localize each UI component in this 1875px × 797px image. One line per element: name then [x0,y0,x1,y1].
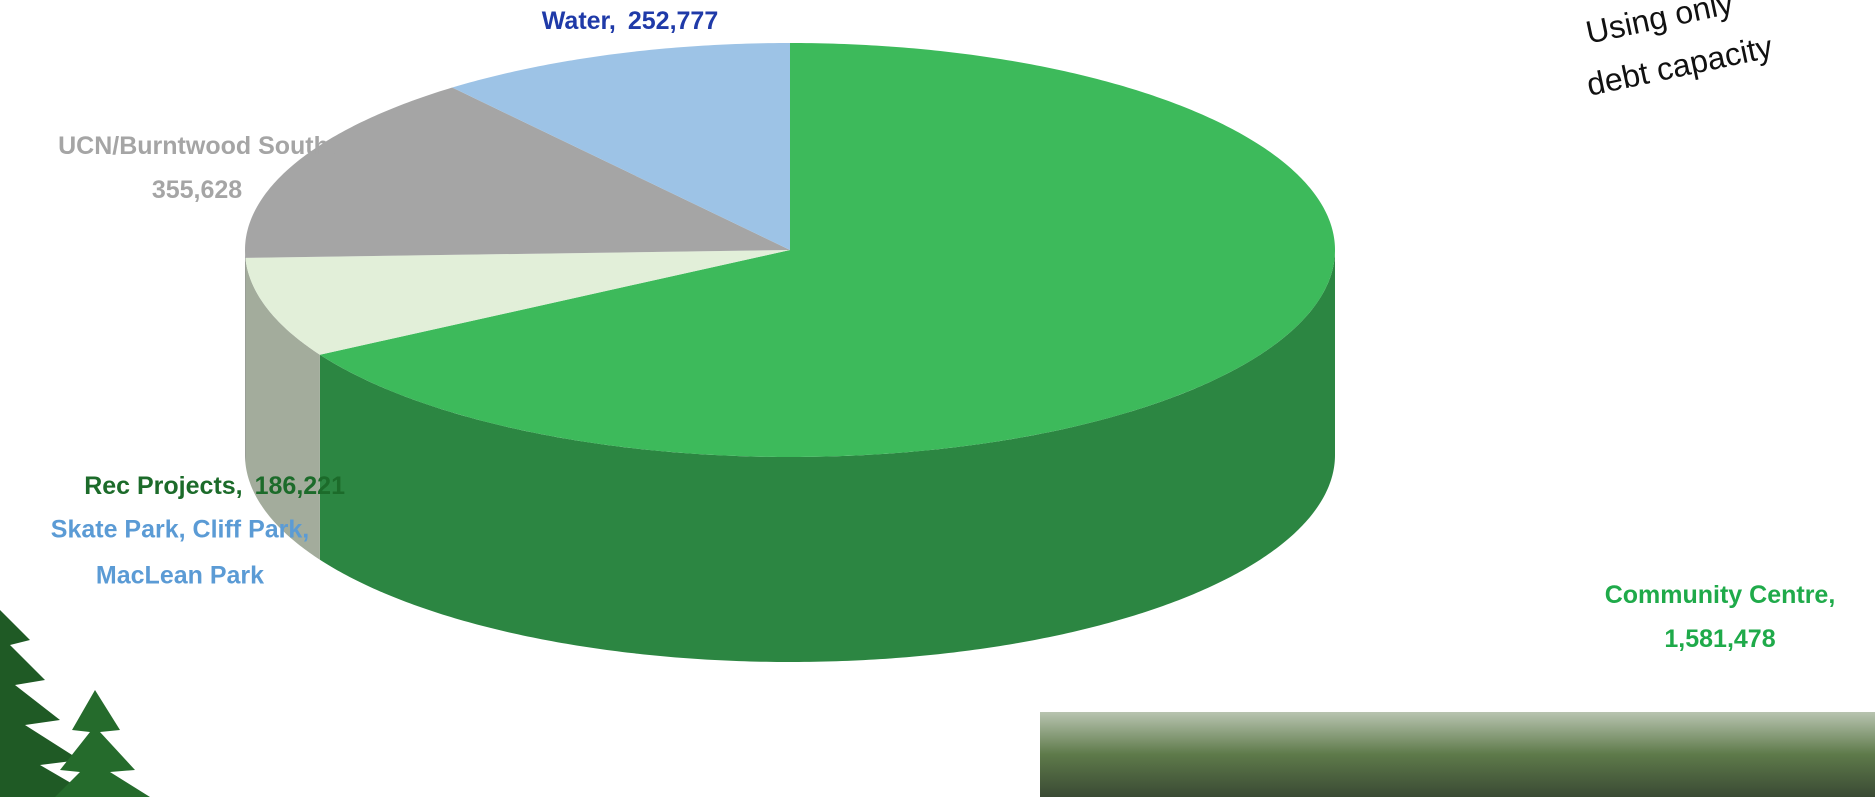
slice [452,43,790,250]
tree [0,610,95,797]
building-photo [1040,712,1875,797]
sublabel: MacLean Park [96,562,264,590]
slice-side [245,257,320,560]
data-label: Water, 252,777 [542,7,718,35]
sublabel: Skate Park, Cliff Park, [51,516,309,544]
decoration [0,610,1875,797]
slice [319,43,1335,457]
category-label: UCN/Burntwood South, [58,132,336,160]
slice [245,87,790,258]
tree [55,690,150,797]
value-label: 1,581,478 [1664,625,1775,653]
labels: Community Centre, 1,581,478 Rec Projects, 1… [51,0,1836,653]
value-label: 355,628 [152,176,242,204]
data-label: Community Centre, 1,581,478 [1605,581,1836,653]
value-label: 186,221 [255,472,345,500]
data-label: Rec Projects, 186,221 [84,472,345,500]
slice [245,250,790,355]
category-label: Community Centre, [1605,581,1836,609]
value-label: 252,777 [628,7,718,35]
pie [245,43,1335,662]
category-label: Water, [542,7,616,35]
slice-side [319,250,1335,662]
category-label: Rec Projects, [84,472,242,500]
data-label: UCN/Burntwood South, 355,628 [58,132,336,204]
